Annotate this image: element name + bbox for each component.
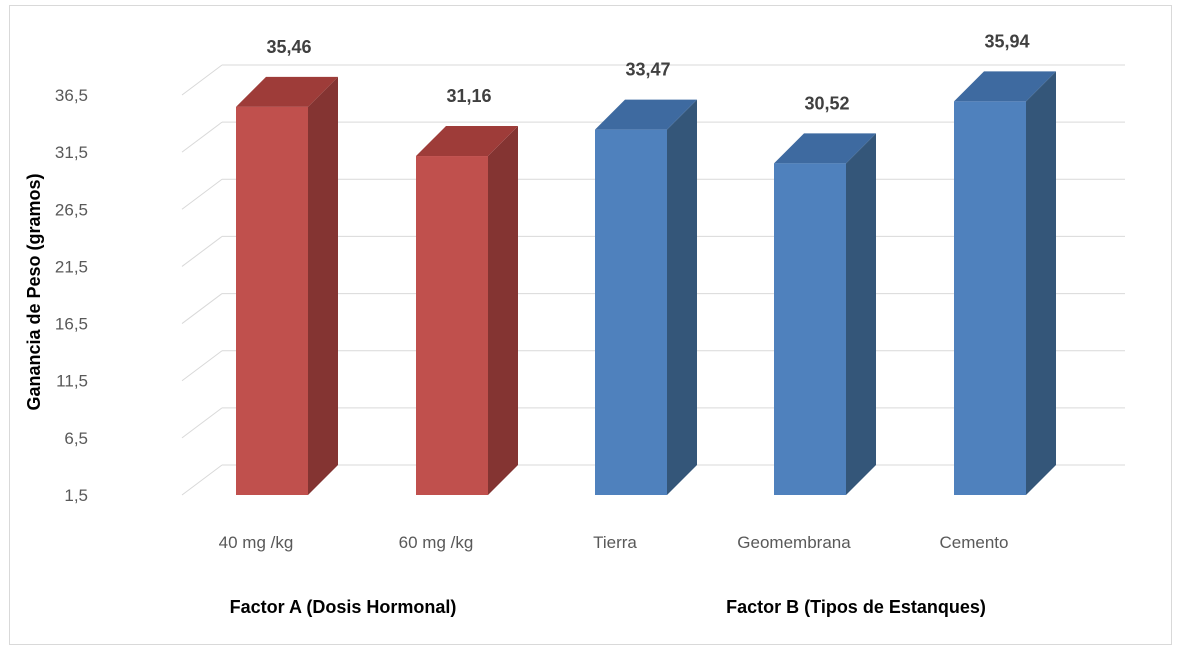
category-label: 60 mg /kg	[399, 533, 474, 552]
bars	[236, 71, 1056, 496]
y-tick-labels: 1,5 6,5 11,5 16,5 21,5 26,5 31,5 36,5	[55, 86, 88, 505]
gridline-side	[181, 64, 223, 96]
bar	[416, 126, 518, 496]
category-labels: 40 mg /kg 60 mg /kg Tierra Geomembrana Cemen…	[219, 533, 1009, 552]
bar-side	[1026, 71, 1056, 496]
y-tick-label: 36,5	[55, 86, 88, 105]
bar-front	[236, 106, 308, 495]
bar	[774, 133, 876, 496]
y-tick-label: 16,5	[55, 315, 88, 334]
gridline-side	[181, 464, 223, 496]
data-label: 33,47	[625, 60, 670, 80]
bar-side	[488, 126, 518, 496]
bar-side	[308, 76, 338, 495]
data-label: 31,16	[446, 86, 491, 106]
bar-top	[774, 133, 876, 164]
gridline-side	[181, 178, 223, 210]
bar-side	[667, 99, 697, 495]
bar-top	[954, 71, 1056, 102]
gridline-side	[181, 293, 223, 324]
y-tick-label: 1,5	[64, 486, 88, 505]
data-label: 35,46	[266, 37, 311, 57]
bar	[595, 99, 697, 495]
category-label: Geomembrana	[737, 533, 851, 552]
bar-front	[416, 156, 488, 495]
gridline-side	[181, 350, 223, 382]
y-tick-label: 26,5	[55, 200, 88, 219]
value-labels: 35,46 31,16 33,47 30,52 35,94	[266, 31, 1029, 113]
bar-side	[846, 133, 876, 496]
bar-top	[595, 99, 697, 130]
data-label: 35,94	[984, 31, 1029, 51]
bar	[954, 71, 1056, 496]
gridline-side	[181, 407, 223, 439]
bar-top	[236, 76, 338, 107]
gridline-side	[181, 121, 223, 153]
y-tick-label: 31,5	[55, 143, 88, 162]
bar-front	[954, 101, 1026, 496]
group-label: Factor A (Dosis Hormonal)	[230, 597, 457, 617]
y-tick-label: 6,5	[64, 429, 88, 448]
bar-chart: 1,5 6,5 11,5 16,5 21,5 26,5 31,5 36,5 35,46 31,1…	[24, 31, 1125, 617]
y-tick-label: 11,5	[56, 372, 88, 391]
bar-top	[416, 126, 518, 157]
group-label: Factor B (Tipos de Estanques)	[726, 597, 986, 617]
gridline-side	[181, 236, 223, 267]
data-label: 30,52	[804, 93, 849, 113]
category-label: Cemento	[940, 533, 1009, 552]
bar-front	[595, 129, 667, 495]
bar-front	[774, 163, 846, 496]
group-labels: Factor A (Dosis Hormonal) Factor B (Tipos…	[230, 597, 986, 617]
y-axis-title: Ganancia de Peso (gramos)	[24, 173, 44, 410]
bar	[236, 76, 338, 495]
y-tick-label: 21,5	[55, 257, 88, 276]
category-label: 40 mg /kg	[219, 533, 294, 552]
category-label: Tierra	[593, 533, 637, 552]
